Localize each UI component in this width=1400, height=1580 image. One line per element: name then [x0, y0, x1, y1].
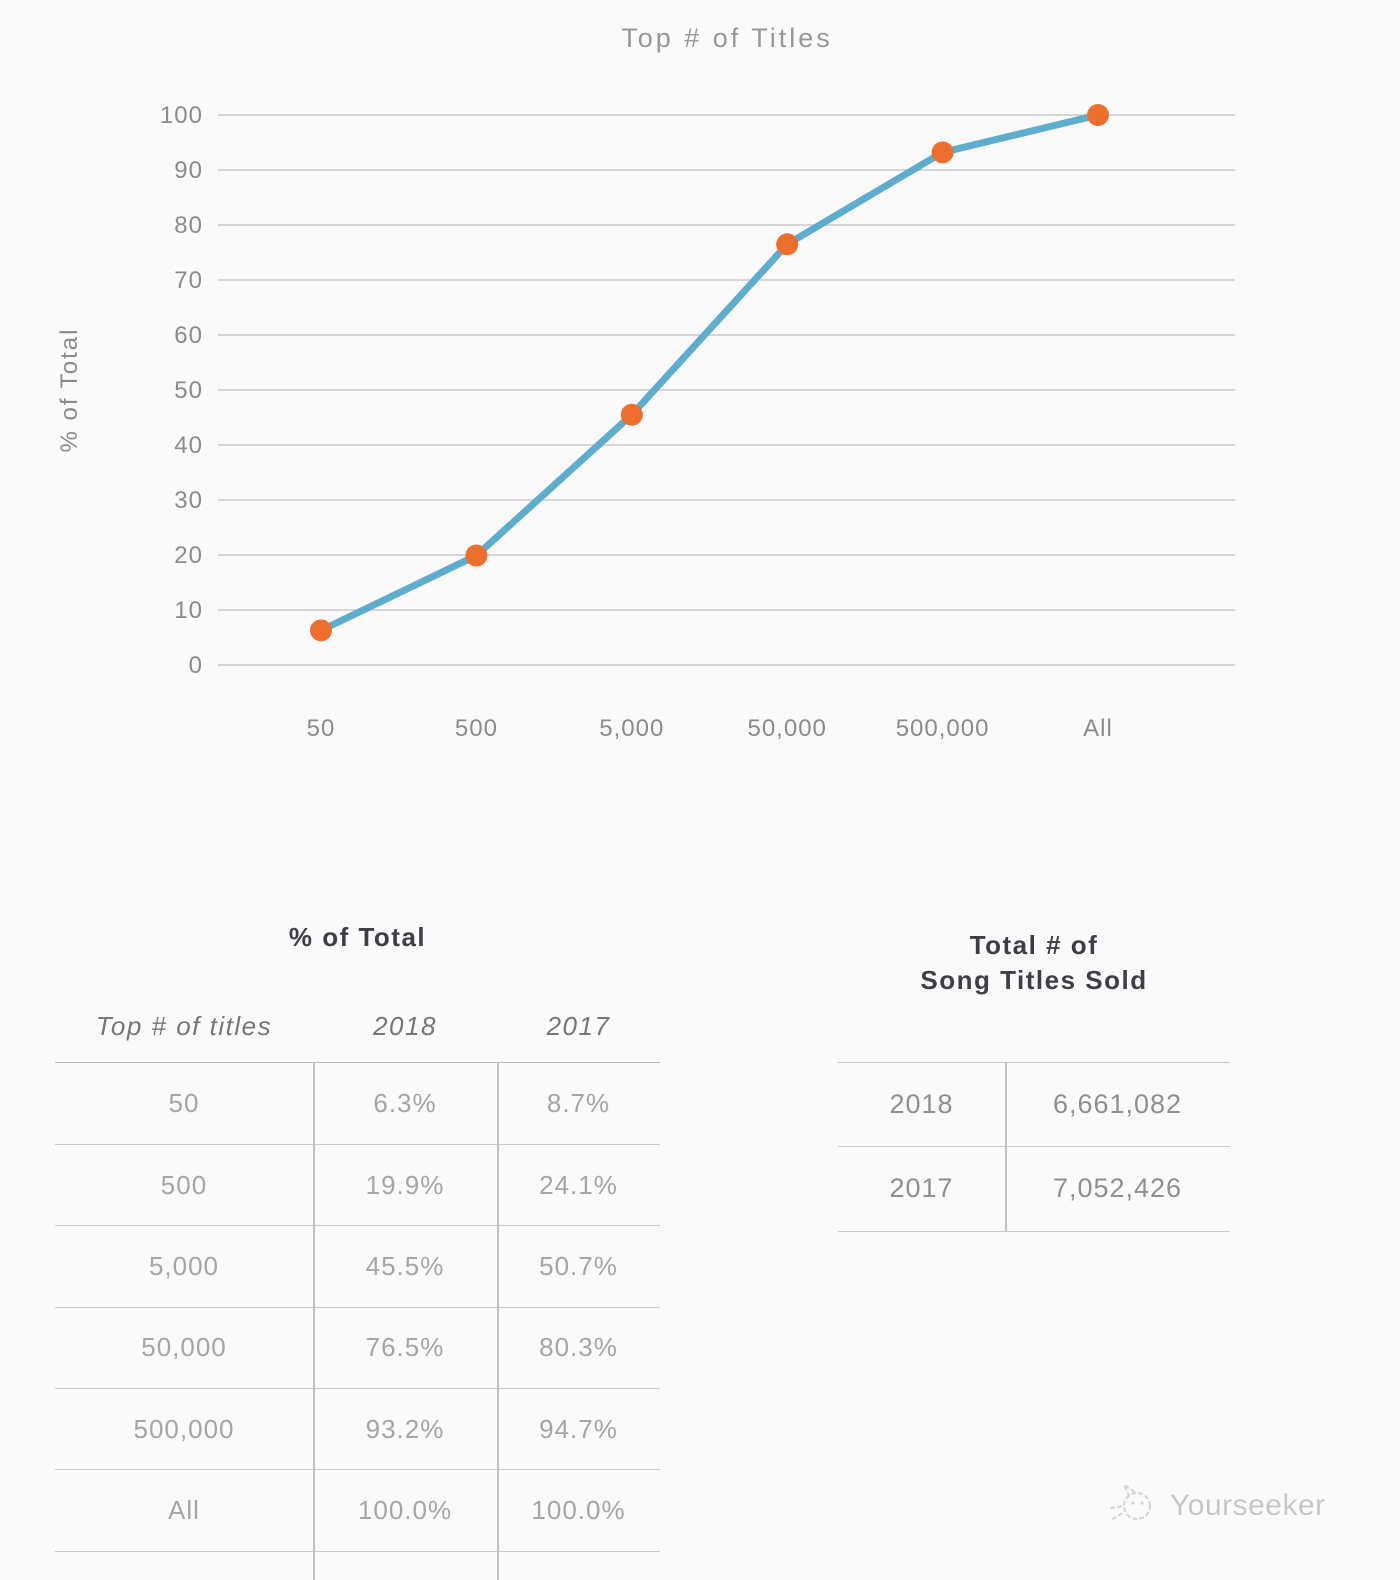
totals-table-title-line1: Total # of [969, 930, 1099, 960]
table-row: 5,000 45.5% 50.7% [55, 1226, 660, 1308]
table-cell: 8.7% [546, 1088, 611, 1119]
totals-table: 2018 6,661,082 2017 7,052,426 [838, 1062, 1230, 1232]
column-header: 2017 [546, 1010, 611, 1041]
table-cell: 50,000 [141, 1332, 227, 1363]
table-cell: 100.0% [531, 1495, 626, 1526]
y-tick-label: 10 [174, 597, 203, 624]
y-tick-label: 20 [174, 542, 203, 569]
y-tick-label: 100 [160, 102, 203, 129]
table-cell: 24.1% [539, 1169, 618, 1200]
x-tick-label: 500,000 [896, 715, 990, 742]
series-line-2018 [310, 104, 1109, 642]
table-cell: 6.3% [373, 1088, 437, 1119]
column-header: 2018 [373, 1010, 437, 1041]
table-cell: 2017 [889, 1173, 954, 1204]
watermark-label: Yourseeker [1170, 1489, 1326, 1522]
table-row: 2017 7,052,426 [838, 1147, 1230, 1232]
data-point-500,000 [931, 141, 954, 164]
data-point-500 [465, 544, 488, 567]
table-cell: 5,000 [148, 1250, 220, 1281]
x-tick-label: 50,000 [747, 715, 826, 742]
table-row: 2018 6,661,082 [838, 1063, 1230, 1148]
totals-table-title-line2: Song Titles Sold [920, 965, 1148, 995]
totals-table-title: Total # of Song Titles Sold [838, 928, 1230, 998]
y-tick-labels: 0 10 20 30 40 50 60 70 80 90 100 [160, 102, 203, 679]
table-row: 500 19.9% 24.1% [55, 1145, 660, 1227]
table-cell: 2018 [889, 1089, 954, 1120]
data-point-50 [310, 619, 332, 642]
percent-table-title: % of Total [288, 922, 427, 952]
x-tick-label: 500 [455, 715, 498, 742]
column-divider [1005, 1062, 1007, 1231]
y-axis-label: % of Total [56, 328, 83, 453]
column-divider [497, 1062, 499, 1580]
watermark: Yourseeker [1108, 1480, 1326, 1532]
table-cell: 93.2% [365, 1413, 445, 1444]
table-cell: 100.0% [357, 1495, 453, 1526]
table-row: All 100.0% 100.0% [55, 1470, 660, 1552]
x-tick-label: 5,000 [599, 715, 664, 742]
data-point-All [1087, 104, 1109, 126]
percent-table-header: Top # of titles 2018 2017 [55, 990, 660, 1063]
y-tick-label: 0 [189, 652, 203, 679]
y-tick-label: 80 [174, 212, 203, 239]
doodle-cat-icon [1108, 1480, 1160, 1532]
y-tick-label: 40 [174, 432, 203, 459]
column-divider [313, 1062, 315, 1580]
data-point-50,000 [776, 233, 799, 256]
table-cell: All [168, 1495, 200, 1526]
table-cell: 76.5% [365, 1332, 445, 1363]
table-cell: 45.5% [365, 1250, 445, 1281]
table-cell: 500,000 [133, 1413, 235, 1444]
x-tick-label: All [1083, 715, 1113, 742]
table-cell: 19.9% [365, 1169, 445, 1200]
data-point-5,000 [620, 403, 643, 426]
column-header: Top # of titles [95, 1010, 273, 1041]
table-cell: 7,052,426 [1052, 1173, 1183, 1204]
chart-title: Top # of Titles [621, 23, 833, 53]
line-chart: Top # of Titles % of Total 0 10 20 30 40 50 60… [56, 23, 1235, 742]
table-row: 50,000 76.5% 80.3% [55, 1308, 660, 1390]
x-tick-labels: 50 500 5,000 50,000 500,000 All [307, 715, 1113, 742]
series-line [317, 111, 1102, 634]
table-row: 500,000 93.2% 94.7% [55, 1389, 660, 1471]
table-cell: 50.7% [539, 1250, 618, 1281]
gridlines [218, 114, 1235, 666]
y-tick-label: 70 [174, 267, 203, 294]
table-cell: 94.7% [539, 1413, 618, 1444]
percent-table: 50 6.3% 8.7% 500 19.9% 24.1% 5,000 45.5% 50.7% 50… [55, 1064, 660, 1552]
table-row: 50 6.3% 8.7% [55, 1064, 660, 1145]
y-tick-label: 90 [174, 157, 203, 184]
table-cell: 500 [160, 1169, 208, 1200]
y-tick-label: 60 [174, 322, 203, 349]
y-tick-label: 30 [174, 487, 203, 514]
table-cell: 50 [168, 1088, 200, 1119]
table-cell: 80.3% [539, 1332, 618, 1363]
y-tick-label: 50 [174, 377, 203, 404]
x-tick-label: 50 [307, 715, 336, 742]
table-cell: 6,661,082 [1052, 1089, 1183, 1120]
